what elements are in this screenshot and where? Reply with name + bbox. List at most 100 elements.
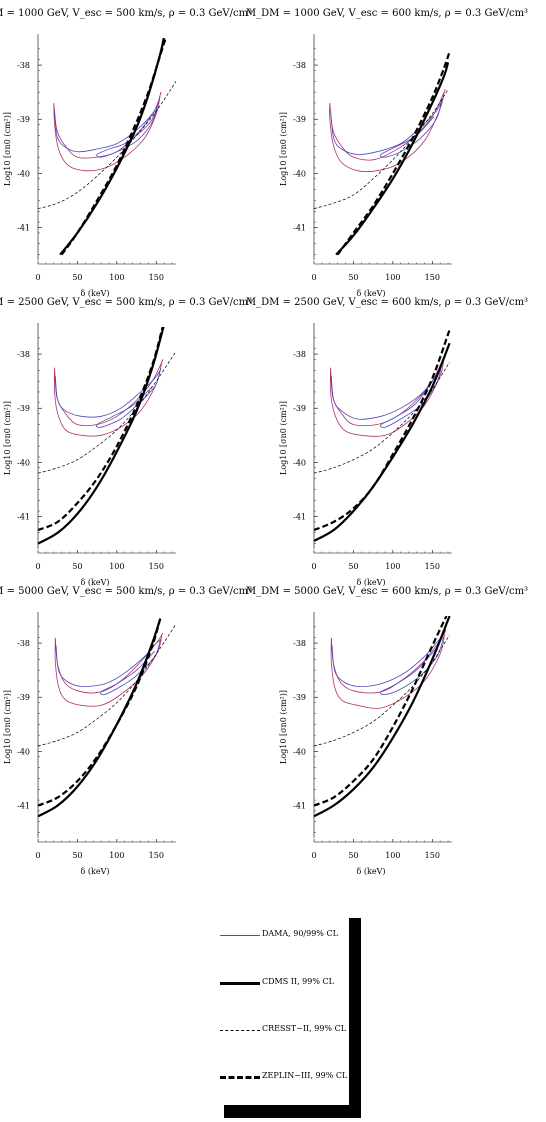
x-axis-label: δ (keV) [357, 578, 386, 587]
x-tick-label: 150 [149, 851, 164, 860]
x-tick-label: 50 [348, 851, 358, 860]
panel-title: M_DM = 1000 GeV, V_esc = 600 km/s, ρ = 0… [246, 8, 528, 19]
x-axis-label: δ (keV) [357, 289, 386, 298]
y-tick-label: -38 [17, 61, 30, 70]
dama-90-contour [54, 368, 162, 428]
x-tick-label: 50 [72, 273, 82, 282]
y-tick-label: -40 [293, 747, 306, 756]
y-tick-label: -39 [293, 404, 306, 413]
dama-90-contour [54, 100, 159, 158]
legend-label: ZEPLIN−III, 99% CL [262, 1071, 348, 1080]
plot-area [314, 51, 451, 256]
y-tick-label: -40 [293, 169, 306, 178]
zeplin-line [336, 51, 451, 256]
legend-swatch-zeplin [220, 1076, 260, 1079]
cresst-line [38, 351, 176, 474]
chart-panel: M_DM = 2500 GeV, V_esc = 500 km/s, ρ = 0… [0, 297, 252, 587]
x-tick-label: 150 [149, 562, 164, 571]
cresst-line [314, 634, 450, 747]
chart-panel: M_DM = 1000 GeV, V_esc = 500 km/s, ρ = 0… [0, 8, 252, 298]
plot-area [314, 329, 451, 542]
x-axis-label: δ (keV) [81, 867, 110, 876]
y-tick-label: -41 [293, 802, 306, 811]
panel-title: M_DM = 1000 GeV, V_esc = 500 km/s, ρ = 0… [0, 8, 252, 19]
plot-area [314, 616, 451, 818]
legend-swatch-cresst [220, 1030, 260, 1031]
legend-item-zeplin: ZEPLIN−III, 99% CL [220, 1071, 355, 1085]
y-tick-label: -41 [293, 224, 306, 233]
chart-panel: M_DM = 5000 GeV, V_esc = 600 km/s, ρ = 0… [246, 586, 528, 876]
y-tick-label: -38 [293, 639, 306, 648]
cdms-line [59, 38, 165, 256]
legend-item-cdms: CDMS II, 99% CL [220, 977, 355, 991]
figure: M_DM = 1000 GeV, V_esc = 500 km/s, ρ = 0… [0, 8, 528, 876]
zeplin-line [314, 616, 448, 807]
y-tick-label: -39 [293, 115, 306, 124]
legend-label: DAMA, 90/99% CL [262, 929, 338, 938]
dama-99-contour [329, 89, 446, 173]
x-tick-label: 100 [385, 273, 400, 282]
y-tick-label: -41 [17, 513, 30, 522]
y-axis-label: Log10 [σn0 (cm²)] [279, 401, 288, 475]
x-axis-label: δ (keV) [357, 867, 386, 876]
y-tick-label: -38 [17, 639, 30, 648]
y-tick-label: -38 [293, 350, 306, 359]
x-axis-label: δ (keV) [81, 289, 110, 298]
cdms-line [314, 616, 451, 818]
panel-title: M_DM = 5000 GeV, V_esc = 600 km/s, ρ = 0… [246, 586, 528, 597]
x-tick-label: 0 [311, 851, 316, 860]
legend-swatch-cdms [220, 982, 260, 985]
y-tick-label: -40 [293, 458, 306, 467]
zeplin-line [38, 618, 162, 807]
y-tick-label: -38 [17, 350, 30, 359]
legend-shadow [349, 918, 361, 1118]
panel-title: M_DM = 5000 GeV, V_esc = 500 km/s, ρ = 0… [0, 586, 252, 597]
cdms-line [335, 62, 450, 256]
x-tick-label: 150 [425, 562, 440, 571]
x-tick-label: 50 [348, 562, 358, 571]
x-tick-label: 100 [385, 851, 400, 860]
x-tick-label: 50 [72, 562, 82, 571]
zeplin-line [314, 329, 451, 532]
x-tick-label: 50 [72, 851, 82, 860]
y-tick-label: -39 [293, 693, 306, 702]
cresst-line [38, 81, 176, 209]
legend-item-dama: DAMA, 90/99% CL [220, 929, 355, 943]
y-tick-label: -41 [17, 224, 30, 233]
panel-title: M_DM = 2500 GeV, V_esc = 500 km/s, ρ = 0… [0, 297, 252, 308]
cresst-line [38, 623, 176, 747]
x-tick-label: 0 [311, 562, 316, 571]
dama-99-contour [330, 629, 447, 709]
dama-90-contour [331, 635, 445, 696]
plot-area [38, 618, 176, 818]
legend-swatch-dama [220, 935, 260, 936]
y-axis-label: Log10 [σn0 (cm²)] [3, 401, 12, 475]
x-tick-label: 0 [311, 273, 316, 282]
x-tick-label: 100 [109, 851, 124, 860]
y-tick-label: -39 [17, 115, 30, 124]
x-tick-label: 0 [35, 273, 40, 282]
legend-shadow [224, 1105, 361, 1118]
x-tick-label: 150 [425, 273, 440, 282]
y-axis-label: Log10 [σn0 (cm²)] [3, 112, 12, 186]
x-tick-label: 100 [109, 562, 124, 571]
y-axis-label: Log10 [σn0 (cm²)] [279, 112, 288, 186]
y-tick-label: -39 [17, 693, 30, 702]
legend-label: CRESST−II, 99% CL [262, 1024, 347, 1033]
plot-area [38, 327, 176, 545]
chart-panel: M_DM = 2500 GeV, V_esc = 600 km/s, ρ = 0… [246, 297, 528, 587]
y-tick-label: -38 [293, 61, 306, 70]
legend: DAMA, 90/99% CL CDMS II, 99% CL CRESST−I… [206, 918, 349, 1105]
dama-99-contour [53, 91, 162, 172]
y-tick-label: -41 [293, 513, 306, 522]
x-tick-label: 0 [35, 851, 40, 860]
chart-panel: M_DM = 1000 GeV, V_esc = 600 km/s, ρ = 0… [246, 8, 528, 298]
dama-99-contour [54, 633, 163, 707]
cresst-line [314, 362, 450, 474]
y-tick-label: -41 [17, 802, 30, 811]
x-axis-label: δ (keV) [81, 578, 110, 587]
y-tick-label: -40 [17, 169, 30, 178]
plot-area [38, 38, 176, 256]
cresst-line [314, 89, 449, 209]
x-tick-label: 0 [35, 562, 40, 571]
